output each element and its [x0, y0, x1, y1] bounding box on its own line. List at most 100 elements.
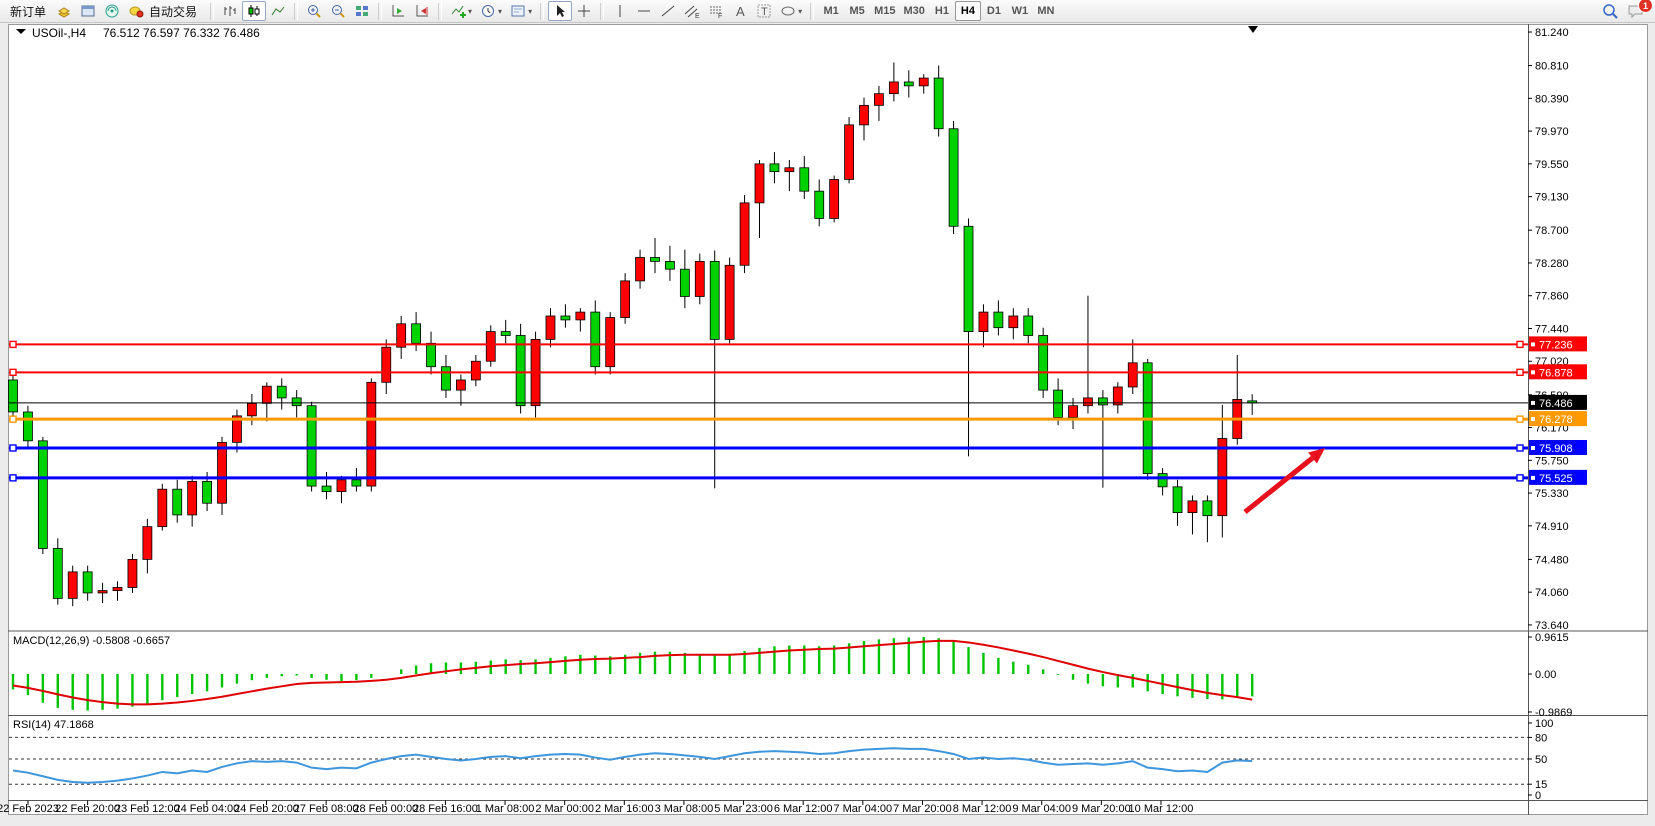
time-tick-label: 9 Mar 04:00 [1012, 803, 1071, 815]
autotrade-button[interactable]: 自动交易 [124, 1, 206, 21]
price-tick-label: 74.480 [1535, 554, 1569, 566]
horizontal-line-76.878[interactable] [9, 368, 1528, 377]
zoom-in-icon[interactable] [302, 1, 326, 21]
time-tick-label: 2 Mar 00:00 [535, 803, 594, 815]
price-tick-label: 80.390 [1535, 93, 1569, 105]
timeframe-m15[interactable]: M15 [874, 5, 896, 17]
vertical-line-tool-icon[interactable] [608, 1, 632, 21]
new-order-button[interactable]: 新订单 [10, 4, 47, 19]
zoom-out-icon[interactable] [326, 1, 350, 21]
price-tick-label: 78.700 [1535, 225, 1569, 237]
rsi-axis-label: 100 [1535, 718, 1553, 730]
price-tick-label: 77.860 [1535, 291, 1569, 303]
time-tick-label: 24 Feb 20:00 [234, 803, 299, 815]
candlestick-chart-icon[interactable] [242, 1, 267, 21]
price-tag-76.278: 76.278 [1529, 411, 1587, 427]
horizontal-line-75.908[interactable] [9, 444, 1528, 452]
periods-clock-icon[interactable] [476, 1, 506, 21]
rsi-axis-label: 80 [1535, 732, 1547, 744]
timeframe-m30[interactable]: M30 [903, 5, 925, 17]
arrow-annotation[interactable] [1243, 448, 1325, 514]
tile-windows-icon[interactable] [350, 1, 374, 21]
svg-text:75.908: 75.908 [1539, 443, 1573, 455]
rsi-axis-label: 0 [1535, 790, 1541, 802]
price-tick-label: 79.970 [1535, 126, 1569, 138]
price-tick-label: 77.440 [1535, 323, 1569, 335]
chart-shift-icon[interactable] [410, 1, 434, 21]
svg-text:75.525: 75.525 [1539, 473, 1573, 485]
time-tick-label: 2 Mar 16:00 [595, 803, 654, 815]
macd-label: MACD(12,26,9) -0.5808 -0.6657 [13, 635, 170, 647]
timeframe-d1[interactable]: D1 [986, 5, 1001, 17]
chart-title-ohlc: 76.512 76.597 76.332 76.486 [103, 26, 260, 40]
time-tick-label: 9 Mar 20:00 [1072, 803, 1131, 815]
indicators-menu-icon[interactable] [446, 1, 476, 21]
price-tick-label: 74.060 [1535, 587, 1569, 599]
timeframe-m1[interactable]: M1 [823, 5, 839, 17]
bar-chart-icon[interactable] [218, 1, 242, 21]
svg-text:T: T [761, 6, 768, 18]
price-tick-label: 73.640 [1535, 620, 1569, 632]
crosshair-icon[interactable] [572, 1, 596, 21]
svg-text:E: E [695, 13, 700, 19]
horizontal-line-75.525[interactable] [9, 474, 1528, 482]
rsi-panel [9, 736, 1528, 785]
cursor-icon[interactable] [548, 1, 573, 21]
charts-window-icon[interactable] [76, 1, 100, 21]
price-tag-76.486: 76.486 [1529, 394, 1587, 410]
svg-text:76.878: 76.878 [1539, 367, 1573, 379]
timeframe-w1[interactable]: W1 [1011, 5, 1029, 17]
signal-icon[interactable] [100, 1, 124, 21]
channel-tool-icon[interactable]: E [680, 1, 704, 21]
toolbar: 新订单 自动交易 E F A T M1 [0, 0, 1655, 23]
rsi-axis-label: 15 [1535, 779, 1547, 791]
line-chart-icon[interactable] [266, 1, 290, 21]
price-tick-label: 75.750 [1535, 455, 1569, 467]
autotrade-label: 自动交易 [149, 4, 198, 19]
chart-title-symbol: USOil-,H4 [32, 26, 86, 40]
auto-scroll-icon[interactable] [386, 1, 410, 21]
shapes-tool-icon[interactable] [776, 1, 806, 21]
time-tick-label: 22 Feb 20:00 [55, 803, 120, 815]
macd-axis-label: 0.00 [1535, 669, 1556, 681]
search-icon[interactable] [1597, 1, 1623, 21]
price-tag-75.908: 75.908 [1529, 439, 1587, 455]
price-tick-label: 81.240 [1535, 27, 1569, 39]
price-tick-label: 75.330 [1535, 488, 1569, 500]
templates-icon[interactable] [506, 1, 536, 21]
horizontal-line-tool-icon[interactable] [632, 1, 656, 21]
notifications-button[interactable]: 1 [1623, 0, 1653, 21]
label-tool-icon[interactable]: T [752, 1, 776, 21]
time-tick-label: 28 Feb 00:00 [353, 803, 418, 815]
timeframe-m5[interactable]: M5 [849, 5, 865, 17]
svg-text:76.486: 76.486 [1539, 398, 1573, 410]
price-tag-75.525: 75.525 [1529, 469, 1587, 485]
price-tick-label: 74.910 [1535, 521, 1569, 533]
horizontal-line-76.278[interactable] [9, 415, 1528, 423]
time-tick-label: 7 Mar 04:00 [833, 803, 892, 815]
macd-panel [11, 637, 1254, 711]
chart-collapse-icon[interactable] [16, 29, 26, 34]
price-axis[interactable]: 81.240 80.810 80.390 79.970 79.550 79.130 78.7… [1528, 27, 1587, 632]
fibonacci-tool-icon[interactable]: F [704, 1, 728, 21]
time-tick-label: 3 Mar 08:00 [655, 803, 714, 815]
time-tick-label: 24 Feb 04:00 [174, 803, 239, 815]
horizontal-line-77.236[interactable] [9, 340, 1528, 349]
history-icon[interactable] [52, 1, 76, 21]
autotrade-icon [128, 3, 144, 19]
time-tick-label: 10 Mar 12:00 [1129, 803, 1194, 815]
time-tick-label: 1 Mar 08:00 [476, 803, 535, 815]
time-tick-label: 27 Feb 08:00 [294, 803, 359, 815]
timeframe-h4[interactable]: H4 [954, 1, 981, 21]
svg-text:77.236: 77.236 [1539, 339, 1573, 351]
trendline-tool-icon[interactable] [656, 1, 680, 21]
time-tick-label: 6 Mar 12:00 [774, 803, 833, 815]
price-tag-76.878: 76.878 [1529, 364, 1587, 380]
timeframe-mn[interactable]: MN [1037, 5, 1055, 17]
timeframe-h1[interactable]: H1 [934, 5, 949, 17]
price-tick-label: 78.280 [1535, 258, 1569, 270]
svg-text:F: F [718, 13, 722, 19]
text-tool-icon[interactable]: A [728, 1, 752, 21]
